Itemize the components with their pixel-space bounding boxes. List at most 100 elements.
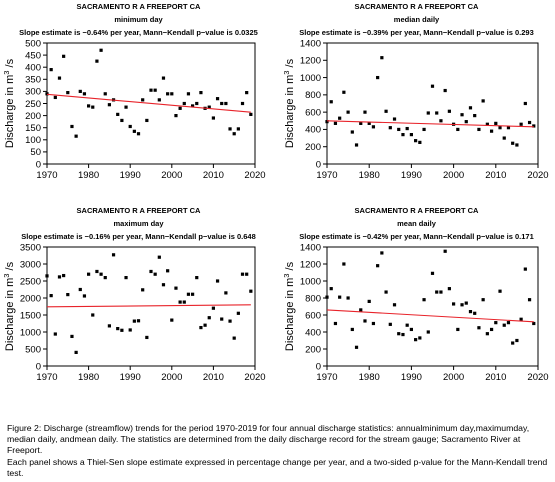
data-point <box>367 121 371 125</box>
data-point <box>199 325 203 330</box>
data-point <box>153 88 157 92</box>
data-point <box>128 328 132 332</box>
data-point <box>409 133 413 137</box>
data-point <box>350 130 354 134</box>
data-point <box>430 271 435 275</box>
y-tick-label: 100 <box>25 135 41 146</box>
x-tick-label: 2010 <box>203 170 224 181</box>
data-point <box>532 321 536 326</box>
data-point <box>511 141 515 145</box>
data-point <box>132 319 136 323</box>
data-point <box>99 272 103 276</box>
data-point <box>477 326 481 330</box>
data-point <box>149 88 153 92</box>
data-point <box>498 289 502 293</box>
data-point <box>49 68 53 72</box>
data-point <box>447 287 451 291</box>
data-point <box>363 319 367 323</box>
data-point <box>236 311 240 315</box>
data-point <box>228 127 232 131</box>
y-tick-label: 0 <box>36 361 41 372</box>
x-tick-label: 1990 <box>120 372 141 383</box>
data-point <box>136 132 141 136</box>
data-point <box>145 335 149 340</box>
trend-line <box>46 93 251 113</box>
data-point <box>494 121 498 125</box>
data-point <box>82 294 87 298</box>
y-tick-label: 1200 <box>300 259 321 270</box>
caption-paragraph: Each panel shows a Thiel-Sen slope estim… <box>7 456 548 478</box>
data-point <box>141 288 145 292</box>
data-point <box>397 127 401 132</box>
trend-line <box>46 304 251 308</box>
data-point <box>166 269 170 273</box>
data-point <box>182 300 186 304</box>
data-point <box>519 317 523 321</box>
data-point <box>511 341 515 345</box>
chart-svg: 1970 1980 1990 2000 2010 20200501001502002503… <box>2 38 266 181</box>
x-tick-label: 2020 <box>527 372 548 383</box>
data-point <box>401 332 405 337</box>
data-point <box>66 91 70 95</box>
x-tick-label: 2020 <box>244 372 265 383</box>
data-point <box>439 290 443 294</box>
chart-subtitle: minimum day <box>114 15 163 24</box>
trend-line <box>326 120 534 128</box>
chart-panel-maximum-day: SACRAMENTO R A FREEPORT CA maximum day S… <box>0 200 277 415</box>
data-point <box>91 105 95 109</box>
data-point <box>53 332 57 336</box>
data-point <box>178 300 182 304</box>
data-point <box>166 92 170 96</box>
y-tick-label: 1400 <box>300 242 321 253</box>
data-point <box>397 332 401 336</box>
x-tick-label: 2020 <box>527 170 548 181</box>
data-point <box>245 91 249 95</box>
data-point <box>161 76 166 80</box>
data-point <box>224 291 228 295</box>
data-point <box>203 323 207 327</box>
x-tick-label: 1970 <box>316 170 337 181</box>
data-point <box>124 105 128 109</box>
data-point <box>95 59 99 63</box>
data-point <box>447 109 451 113</box>
data-point <box>57 76 62 80</box>
data-point <box>464 120 468 124</box>
data-point <box>145 118 149 123</box>
trend-line <box>326 309 534 323</box>
data-point <box>523 267 527 271</box>
data-point <box>435 111 439 115</box>
data-point <box>128 124 132 129</box>
data-point <box>342 262 346 266</box>
data-point <box>384 290 388 294</box>
data-point <box>191 104 195 108</box>
data-point <box>87 104 91 108</box>
data-point <box>224 101 228 106</box>
data-point <box>354 143 359 147</box>
chart-panel-minimum-day: SACRAMENTO R A FREEPORT CA minimum day S… <box>0 0 277 215</box>
data-point <box>460 303 464 307</box>
data-point <box>329 287 333 291</box>
data-point <box>439 119 443 123</box>
data-point <box>392 117 397 121</box>
y-tick-label: 0 <box>316 361 321 372</box>
y-axis-label: Discharge in m3 /s <box>2 58 16 148</box>
data-point <box>136 319 141 323</box>
x-tick-label: 1990 <box>401 372 422 383</box>
data-point <box>456 327 460 332</box>
data-point <box>78 89 82 93</box>
data-point <box>489 327 494 332</box>
data-point <box>468 310 473 314</box>
y-tick-label: 350 <box>25 75 41 86</box>
data-point <box>220 317 224 321</box>
data-point <box>111 253 116 257</box>
y-tick-label: 0 <box>316 159 321 170</box>
data-point <box>161 283 166 287</box>
data-point <box>91 313 95 317</box>
data-point <box>249 112 253 116</box>
y-tick-label: 1400 <box>300 38 321 49</box>
data-point <box>371 125 376 129</box>
x-tick-label: 2010 <box>485 170 506 181</box>
data-point <box>452 302 456 306</box>
data-point <box>489 129 494 133</box>
data-point <box>350 327 354 332</box>
